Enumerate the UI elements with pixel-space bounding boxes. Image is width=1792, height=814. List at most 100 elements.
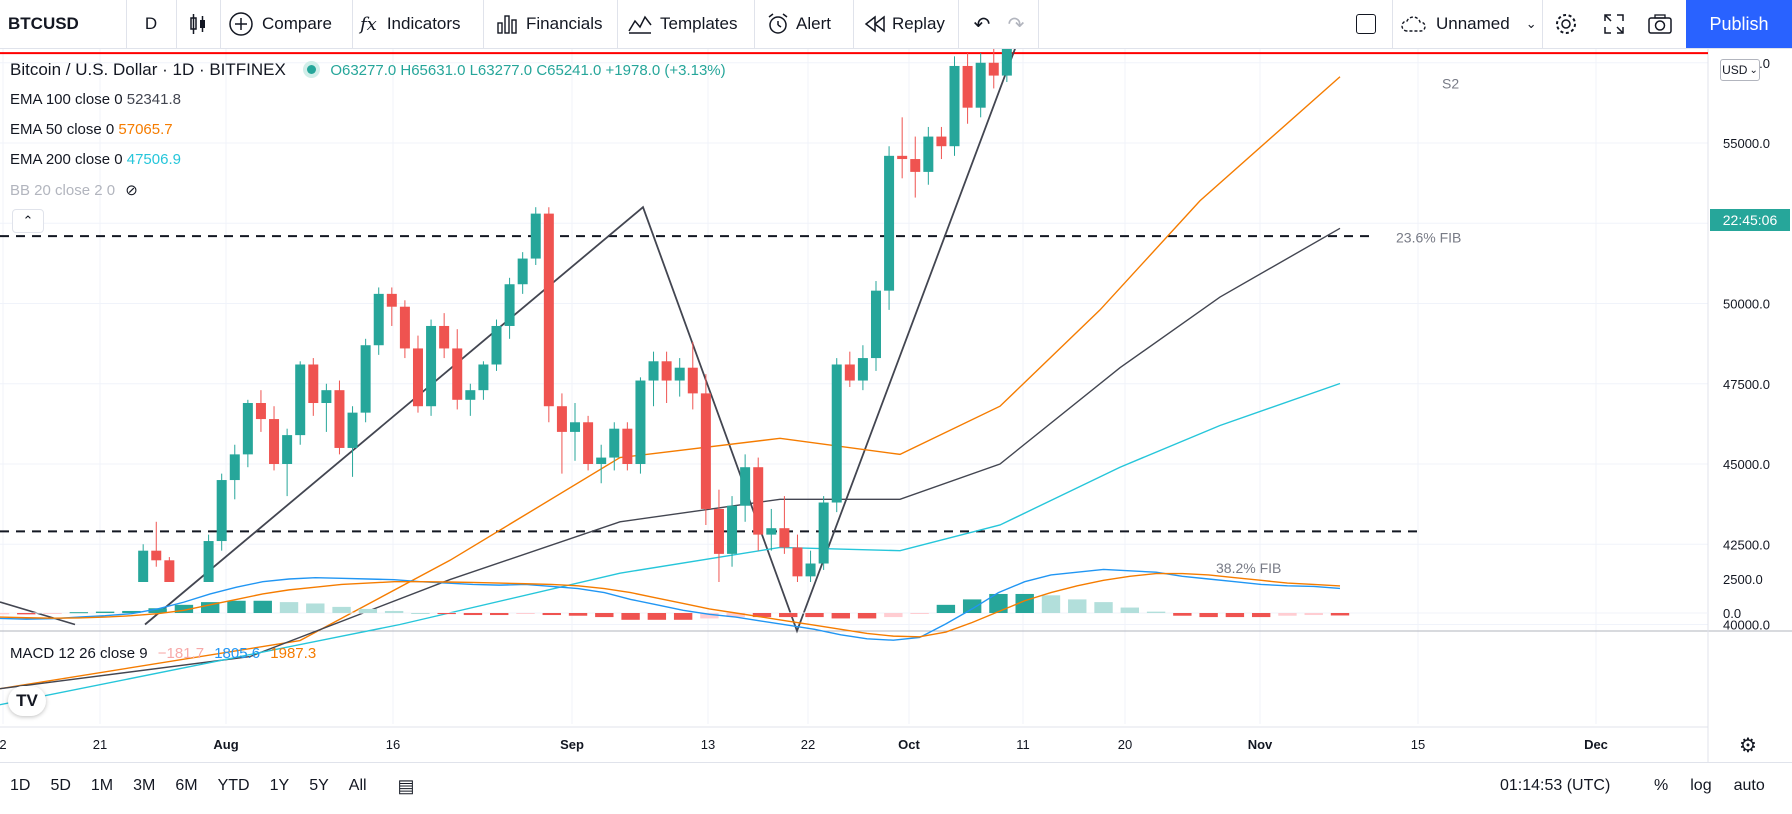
macd-histogram-bar — [95, 611, 115, 613]
bb-label: BB 20 close 2 0 — [10, 182, 116, 199]
macd-histogram-bar — [857, 613, 877, 619]
candle-body — [229, 454, 240, 481]
bb-legend[interactable]: BB 20 close 2 0 ⊘ — [10, 181, 138, 199]
time-tick: Sep — [560, 737, 584, 752]
undo-button[interactable]: ↶ — [968, 0, 996, 48]
price-tick: 45000.0 — [1723, 457, 1770, 472]
collapse-legend-button[interactable]: ⌃ — [12, 209, 44, 233]
alert-button[interactable]: Alert — [766, 0, 848, 48]
range-1m[interactable]: 1M — [90, 777, 114, 794]
templates-button[interactable]: Templates — [628, 0, 748, 48]
candle-body — [386, 293, 397, 307]
candle-body — [740, 467, 751, 506]
time-tick: 20 — [1118, 737, 1132, 752]
fullscreen-toggle[interactable] — [1350, 0, 1382, 48]
ema200-label: EMA 200 close 0 — [10, 151, 123, 168]
publish-button[interactable]: Publish — [1686, 0, 1792, 48]
templates-icon — [628, 15, 652, 34]
range-ytd[interactable]: YTD — [217, 777, 250, 794]
macd-signal-value: 1987.3 — [270, 645, 317, 662]
alert-label: Alert — [796, 14, 831, 33]
macd-line — [0, 568, 1341, 641]
range-5d[interactable]: 5D — [50, 777, 71, 794]
candle-body — [700, 393, 711, 509]
redo-button[interactable]: ↷ — [1002, 0, 1030, 48]
financials-button[interactable]: Financials — [496, 0, 614, 48]
macd-histogram-bar — [910, 613, 929, 614]
candle-body — [910, 159, 921, 172]
currency-select[interactable]: USD ⌄ — [1720, 59, 1760, 81]
macd-histogram-bar — [542, 613, 561, 616]
settings-button[interactable] — [1548, 0, 1584, 48]
candle-body — [321, 390, 332, 404]
macd-histogram-bar — [516, 613, 535, 614]
countdown-text: 22:45:06 — [1722, 212, 1778, 228]
macd-histogram-bar — [962, 599, 982, 613]
scale-options: % log auto — [1654, 768, 1765, 804]
macd-histogram-bar — [122, 610, 141, 613]
tv-logo-icon: TV — [16, 691, 38, 710]
candle-body — [844, 364, 855, 381]
auto-scale-button[interactable]: auto — [1733, 777, 1765, 794]
macd-histogram-bar — [1225, 613, 1245, 618]
fx-icon: fx — [360, 13, 377, 35]
ema50-legend[interactable]: EMA 50 close 0 57065.7 — [10, 121, 173, 138]
range-5y[interactable]: 5Y — [309, 777, 329, 794]
macd-histogram-bar — [0, 613, 10, 615]
replay-button[interactable]: Replay — [864, 0, 954, 48]
log-scale-button[interactable]: log — [1690, 777, 1712, 794]
tradingview-logo[interactable]: TV — [8, 686, 46, 716]
range-6m[interactable]: 6M — [175, 777, 198, 794]
compare-button[interactable]: Compare — [228, 0, 348, 48]
legend-title[interactable]: Bitcoin / U.S. Dollar · 1D · BITFINEX O6… — [10, 60, 726, 80]
chart-style-button[interactable] — [176, 0, 220, 48]
candles-icon — [190, 14, 205, 34]
macd-histogram-bar — [595, 613, 614, 618]
goto-date-button[interactable]: ▤ — [392, 768, 420, 804]
macd-line-value: 1805.6 — [214, 645, 261, 662]
macd-histogram-bar — [831, 613, 850, 619]
currency-label: USD — [1722, 63, 1748, 77]
range-1d[interactable]: 1D — [10, 777, 31, 794]
macd-histogram-bar — [43, 613, 62, 614]
macd-histogram-bar — [726, 613, 745, 618]
candle-body — [360, 345, 371, 413]
symbol-title: Bitcoin / U.S. Dollar · 1D · BITFINEX — [10, 60, 286, 79]
range-1y[interactable]: 1Y — [269, 777, 290, 794]
price-tick: 40000.0 — [1723, 618, 1770, 633]
macd-pane — [0, 568, 1708, 641]
macd-histogram-bar — [621, 613, 640, 620]
candle-body — [282, 435, 293, 464]
snapshot-button[interactable] — [1642, 0, 1678, 48]
candle-body — [857, 358, 868, 381]
expand-button[interactable] — [1596, 0, 1632, 48]
candle-body — [962, 65, 973, 108]
calendar-icon: ▤ — [397, 775, 415, 796]
macd-histogram-bar — [989, 593, 1008, 613]
candle-body — [412, 348, 423, 407]
financials-label: Financials — [526, 14, 603, 33]
symbol-search[interactable]: BTCUSD — [8, 0, 118, 48]
candle-body — [661, 361, 672, 381]
range-all[interactable]: All — [348, 777, 367, 794]
ema100-legend[interactable]: EMA 100 close 0 52341.8 — [10, 91, 181, 108]
candle-body — [687, 367, 698, 394]
layout-menu[interactable]: Unnamed ⌄ — [1400, 0, 1540, 48]
macd-legend[interactable]: MACD 12 26 close 9 −181.7 1805.6 1987.3 — [10, 645, 316, 662]
candle-body — [766, 528, 777, 535]
indicators-button[interactable]: fx Indicators — [360, 0, 480, 48]
range-selector: 1D 5D 1M 3M 6M YTD 1Y 5Y All — [10, 768, 387, 804]
percent-scale-button[interactable]: % — [1654, 777, 1669, 794]
interval-button[interactable]: D — [126, 0, 176, 48]
price-tick: 50000.0 — [1723, 297, 1770, 312]
ema200-legend[interactable]: EMA 200 close 0 47506.9 — [10, 151, 181, 168]
candle-body — [1001, 49, 1012, 76]
macd-histogram-bar — [1304, 613, 1323, 616]
range-3m[interactable]: 3M — [133, 777, 156, 794]
time-tick: 22 — [801, 737, 815, 752]
candle-body — [818, 502, 829, 564]
time-tick: 21 — [93, 737, 107, 752]
chart-settings-button[interactable]: ⚙ — [1736, 733, 1760, 757]
clock[interactable]: 01:14:53 (UTC) — [1500, 768, 1610, 804]
